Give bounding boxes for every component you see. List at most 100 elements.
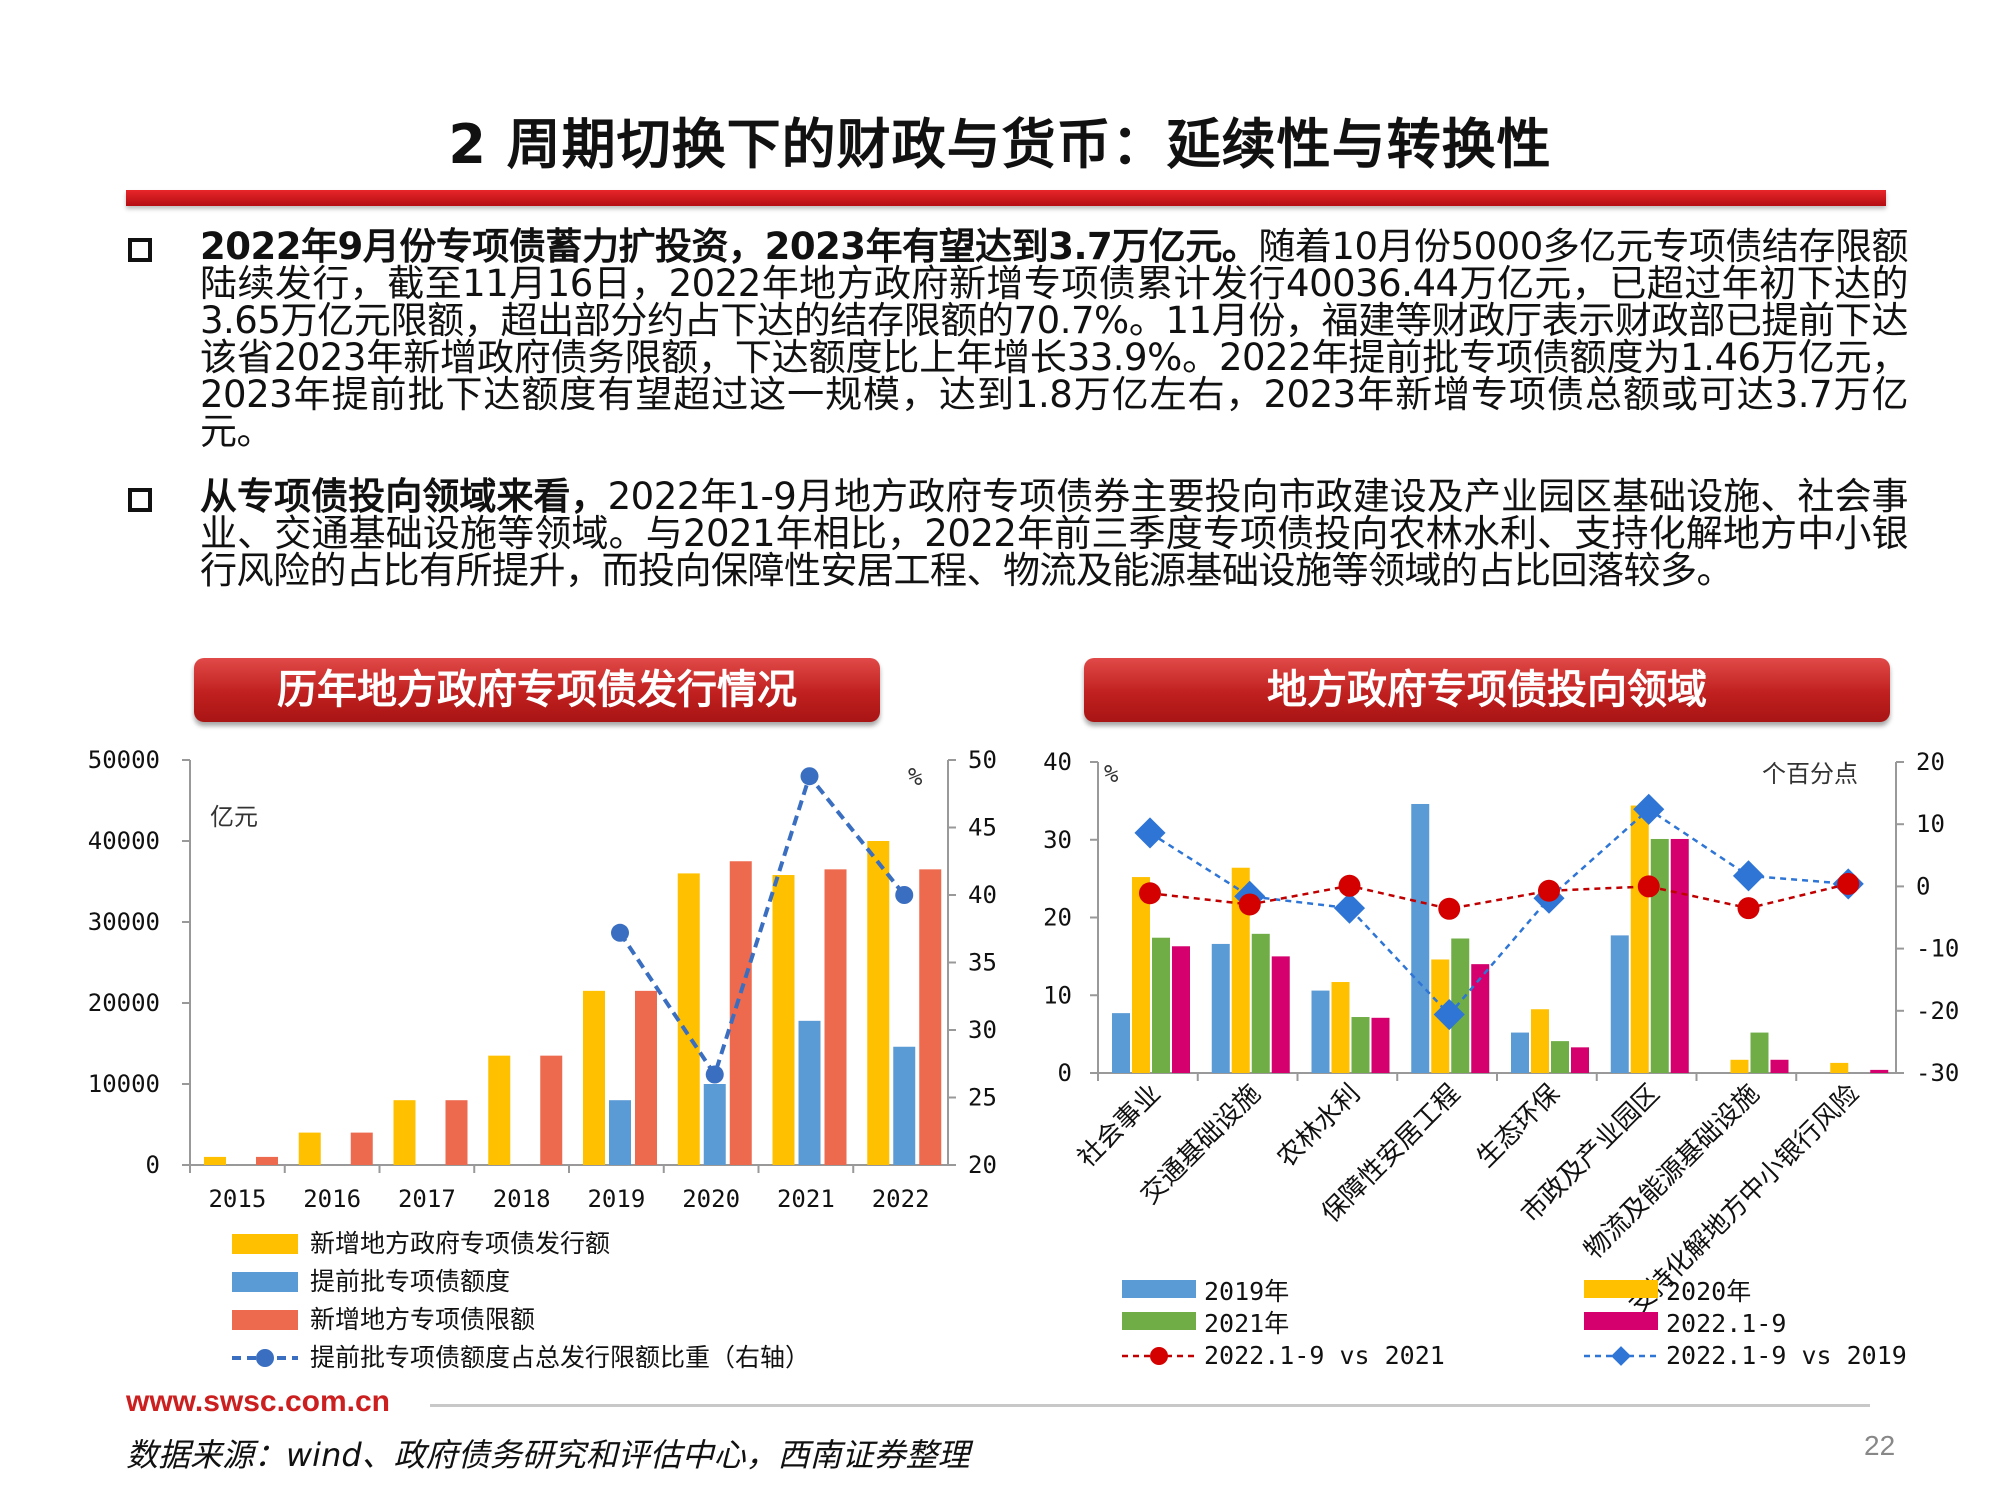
legend-swatch	[1584, 1280, 1658, 1298]
bar-s3-3	[1471, 964, 1490, 1073]
vs2021-marker	[1737, 897, 1760, 920]
bar-s0-1	[1211, 943, 1230, 1073]
y2-tick-label: 20	[968, 1151, 997, 1179]
legend-label: 新增地方专项债限额	[310, 1305, 535, 1334]
vs2021-marker	[1837, 872, 1860, 895]
bullet-2-bold: 从专项债投向领域来看，	[200, 475, 608, 518]
ratio-point	[611, 923, 629, 942]
ratio-line	[618, 772, 906, 1080]
bar-2020-s0	[677, 873, 700, 1165]
x-tick-label: 农林水利	[1272, 1079, 1367, 1174]
bullet-square-icon	[128, 238, 152, 262]
bullet-1-body: 随着10月份5000多亿元专项债结存限额陆续发行，截至11月16日，2022年地…	[200, 225, 1909, 453]
banner-left: 历年地方政府专项债发行情况	[194, 658, 880, 722]
x-tick-label: 2019	[587, 1185, 645, 1213]
y-tick-label: 0	[1058, 1059, 1072, 1087]
legend-label: 2022.1-9	[1666, 1309, 1786, 1338]
y-tick-label: 30	[1043, 826, 1072, 854]
bullet-2-text: 从专项债投向领域来看，2022年1-9月地方政府专项债券主要投向市政建设及产业园…	[200, 475, 1909, 589]
vs2021-marker	[1637, 875, 1660, 898]
legend-swatch	[1122, 1280, 1196, 1298]
y2-tick-label: 50	[968, 746, 997, 774]
x-tick-label: 物流及能源基础设施	[1579, 1079, 1766, 1266]
y2-tick-label: -30	[1916, 1059, 1959, 1087]
x-tick-label: 2022	[872, 1185, 930, 1213]
x-tick-label: 2018	[493, 1185, 551, 1213]
ratio-point	[705, 1065, 724, 1084]
y-tick-label: 40000	[88, 827, 160, 855]
y-tick-label: 40	[1043, 748, 1072, 776]
y2-tick-label: 35	[968, 949, 997, 977]
bar-s3-4	[1571, 1047, 1589, 1073]
left-axis-unit: %	[1104, 760, 1119, 788]
bar-s2-3	[1451, 938, 1470, 1073]
y2-tick-label: 45	[968, 814, 997, 842]
legend-marker-icon	[1150, 1347, 1168, 1365]
page-title: 2 周期切换下的财政与货币：延续性与转换性	[448, 113, 1552, 176]
x-tick-label: 2020	[682, 1185, 740, 1213]
bar-2015-s0	[204, 1156, 226, 1165]
ratio-point	[895, 886, 914, 904]
ratio-point	[800, 767, 819, 786]
bar-2022-s2	[919, 869, 942, 1165]
y-tick-label: 20000	[88, 989, 160, 1017]
legend-swatch	[1584, 1312, 1658, 1330]
y2-tick-label: 25	[968, 1084, 997, 1112]
bullet-2: 从专项债投向领域来看，2022年1-9月地方政府专项债券主要投向市政建设及产业园…	[128, 475, 1909, 589]
y2-tick-label: 30	[968, 1016, 997, 1044]
bar-s1-4	[1531, 1009, 1549, 1073]
bar-2020-s2	[729, 861, 752, 1165]
footer-url[interactable]: www.swsc.com.cn	[126, 1385, 390, 1418]
bar-s2-1	[1251, 933, 1270, 1073]
bar-2019-s2	[635, 990, 657, 1165]
bar-2020-s1	[703, 1084, 726, 1165]
legend-label: 提前批专项债额度占总发行限额比重（右轴）	[310, 1343, 810, 1372]
bar-2017-s0	[393, 1100, 416, 1165]
y-tick-label: 30000	[88, 908, 160, 936]
bar-s1-5	[1630, 805, 1649, 1073]
x-tick-label: 社会事业	[1072, 1079, 1167, 1174]
x-tick-label: 2015	[208, 1185, 266, 1213]
bar-2022-s0	[867, 841, 890, 1165]
bar-s2-2	[1351, 1017, 1370, 1073]
bullet-1-bold: 2022年9月份专项债蓄力扩投资，2023年有望达到3.7万亿元。	[200, 225, 1259, 268]
legend-label: 2022.1-9 vs 2019	[1666, 1341, 1907, 1370]
x-tick-label: 生态环保	[1471, 1079, 1566, 1174]
bar-2017-s2	[445, 1100, 468, 1165]
bar-2021-s1	[798, 1020, 821, 1165]
vs2021-line	[1149, 882, 1849, 911]
bullet-square-icon	[128, 488, 152, 512]
vs2021-marker	[1238, 893, 1261, 916]
legend-swatch	[232, 1234, 298, 1254]
bar-s2-4	[1551, 1041, 1569, 1073]
chart-special-bond-issuance: 0 10000 20000 30000 40000 50000 20 25 30 35 40 45 50…	[88, 746, 997, 1372]
bar-s1-2	[1331, 982, 1350, 1073]
vs2021-marker	[1338, 874, 1361, 897]
legend-swatch	[232, 1310, 298, 1330]
legend-label: 2021年	[1204, 1309, 1289, 1338]
bar-s1-1	[1231, 867, 1250, 1073]
bar-s1-6	[1730, 1059, 1749, 1073]
footer-divider	[430, 1404, 1870, 1407]
y2-tick-label: 20	[1916, 748, 1945, 776]
y-tick-label: 20	[1043, 904, 1072, 932]
bullet-1-text: 2022年9月份专项债蓄力扩投资，2023年有望达到3.7万亿元。随着10月份5…	[200, 225, 1909, 453]
page-number: 22	[1864, 1430, 1896, 1461]
y2-tick-label: 10	[1916, 810, 1945, 838]
bar-2021-s2	[824, 869, 847, 1165]
bar-2016-s2	[350, 1132, 373, 1165]
bar-2016-s0	[298, 1132, 321, 1165]
bar-2021-s0	[772, 875, 795, 1165]
bar-2019-s0	[583, 990, 605, 1165]
y2-tick-label: -10	[1916, 935, 1959, 963]
bar-s3-7	[1870, 1069, 1889, 1073]
right-axis-unit: %	[908, 763, 923, 791]
bar-s2-5	[1650, 838, 1669, 1073]
bar-s2-0	[1152, 937, 1170, 1073]
legend-label: 提前批专项债额度	[310, 1267, 510, 1296]
title-underline-bar	[126, 190, 1886, 206]
y2-tick-label: -20	[1916, 997, 1959, 1025]
bar-s2-6	[1750, 1032, 1769, 1073]
bar-s1-0	[1132, 877, 1150, 1073]
